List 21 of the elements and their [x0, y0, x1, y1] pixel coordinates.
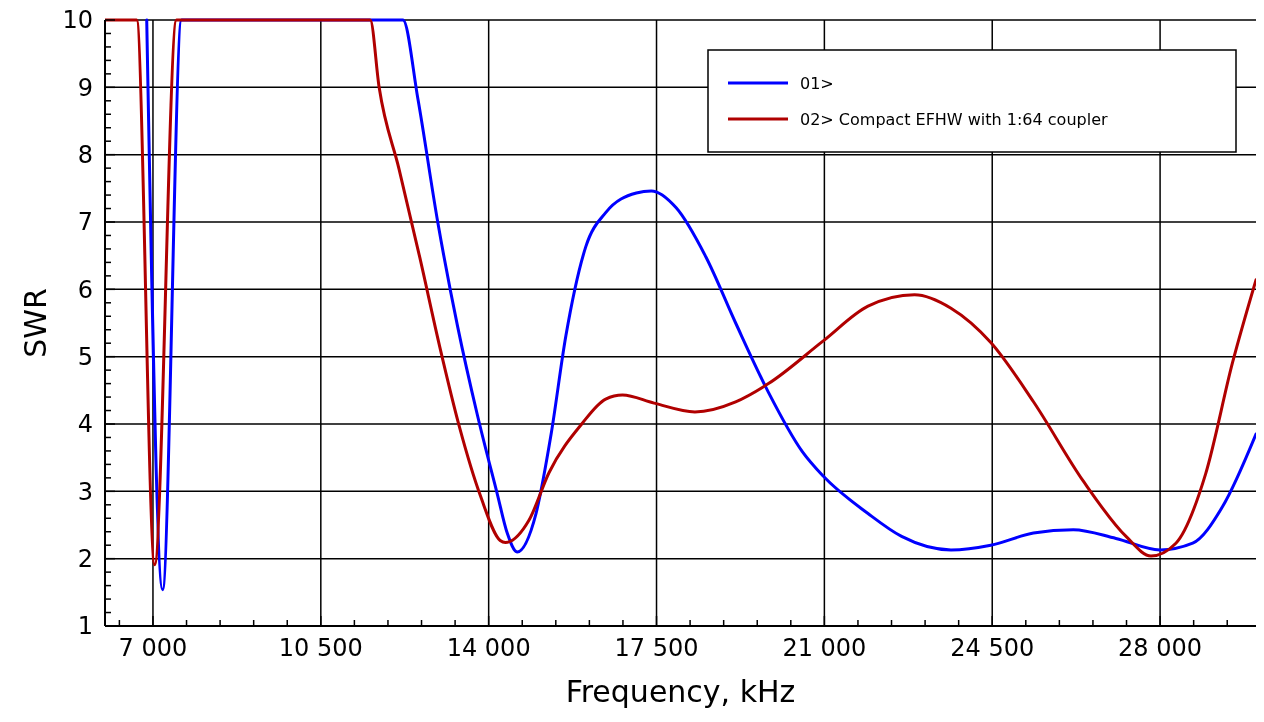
x-tick-label: 28 000 — [1118, 634, 1203, 662]
x-tick-label: 17 500 — [614, 634, 699, 662]
y-tick-label: 8 — [77, 141, 93, 170]
y-tick-label: 4 — [77, 410, 93, 439]
y-tick-label: 1 — [77, 612, 93, 641]
y-tick-label: 7 — [77, 208, 93, 237]
y-tick-label: 5 — [77, 343, 93, 372]
x-tick-label: 24 500 — [950, 634, 1035, 662]
y-tick-label: 3 — [77, 477, 93, 506]
x-tick-label: 14 000 — [446, 634, 531, 662]
x-axis-title: Frequency, kHz — [565, 674, 796, 709]
y-tick-label: 2 — [77, 545, 93, 574]
legend-label: 02> Compact EFHW with 1:64 coupler — [800, 109, 1108, 129]
x-tick-label: 10 500 — [278, 634, 363, 662]
x-tick-label: 21 000 — [782, 634, 867, 662]
x-tick-label: 7 000 — [118, 634, 188, 662]
y-tick-label: 9 — [77, 73, 93, 102]
y-tick-label: 6 — [77, 275, 93, 304]
legend-label: 01> — [800, 73, 834, 93]
y-tick-label: 10 — [62, 6, 93, 35]
y-axis-title: SWR — [18, 288, 53, 358]
